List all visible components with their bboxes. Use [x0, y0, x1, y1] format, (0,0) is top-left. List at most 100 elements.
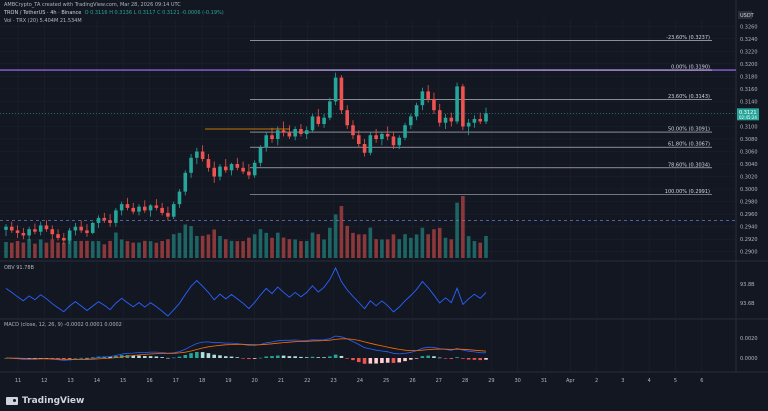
macd-histogram-bar — [432, 356, 436, 358]
macd-histogram-bar — [409, 358, 413, 360]
macd-histogram-bar — [304, 357, 309, 358]
candle-body — [137, 206, 141, 212]
currency-label: USDT — [740, 13, 755, 19]
volume-bar — [351, 232, 355, 258]
price-tick-label: 0.3240 — [740, 37, 758, 43]
macd-histogram-bar — [270, 356, 274, 358]
last-price-tag — [737, 108, 759, 121]
time-tick-label: 20 — [252, 378, 258, 384]
ohlc-values: O 0.3116 H 0.3136 L 0.3117 C 0.3121 -0.0… — [84, 10, 224, 16]
macd-histogram-bar — [276, 355, 280, 358]
volume-bar — [397, 239, 402, 258]
time-tick-label: 16 — [146, 378, 152, 384]
time-tick-label: 14 — [94, 378, 100, 384]
volume-bar — [270, 237, 274, 258]
time-tick-label: 4 — [648, 378, 651, 384]
last-price-label: 0.3121 — [739, 110, 757, 116]
volume-bar — [258, 229, 263, 258]
volume-bar — [229, 240, 234, 258]
macd-histogram-bar — [403, 358, 407, 362]
macd-histogram-bar — [229, 356, 234, 358]
time-tick-label: 21 — [278, 378, 284, 384]
volume-bar — [125, 241, 130, 258]
candle-body — [108, 220, 112, 223]
time-tick-label: 29 — [488, 378, 494, 384]
candle-body — [461, 86, 465, 127]
volume-bar — [218, 236, 222, 258]
price-tick-label: 0.3220 — [740, 49, 758, 55]
candle-body — [304, 130, 309, 134]
macd-histogram-bar — [426, 355, 430, 358]
currency-badge — [738, 11, 752, 19]
volume-bar — [131, 242, 136, 258]
volume-bar — [62, 242, 66, 258]
volume-bar — [4, 241, 8, 258]
volume-bar — [171, 234, 176, 258]
macd-histogram-bar — [137, 355, 141, 358]
volume-bar — [461, 196, 465, 258]
macd-histogram-bar — [397, 358, 402, 363]
macd-histogram-bar — [183, 355, 188, 358]
time-tick-label: 26 — [409, 378, 415, 384]
volume-bar — [102, 244, 107, 258]
fib-level-label: 23.60% (0.3143) — [668, 94, 710, 100]
candle-body — [484, 113, 488, 122]
symbol-line: TRON / TetherUS · 4h · Binance O 0.3116 … — [4, 10, 224, 16]
candle-body — [154, 205, 159, 208]
macd-histogram-bar — [143, 356, 147, 358]
volume-bar — [166, 239, 170, 258]
volume-bar — [73, 240, 78, 258]
volume-bar — [443, 237, 448, 258]
price-tick-label: 0.3060 — [740, 150, 758, 156]
candle-body — [264, 135, 269, 148]
tradingview-brand[interactable]: TradingView — [6, 396, 84, 406]
volume-bar — [484, 235, 488, 258]
macd-histogram-bar — [166, 357, 170, 359]
volume-bar — [154, 242, 159, 258]
candle-body — [345, 110, 349, 126]
volume-bar — [281, 237, 286, 258]
macd-histogram-bar — [114, 355, 118, 358]
candle-body — [229, 164, 234, 171]
candle-body — [212, 167, 216, 177]
candle-body — [322, 117, 326, 124]
candle-body — [443, 117, 448, 123]
volume-bar — [212, 229, 216, 258]
candle-body — [183, 172, 188, 192]
macd-histogram-bar — [212, 354, 216, 358]
symbol-title[interactable]: TRON / TetherUS · 4h · Binance — [4, 10, 82, 16]
macd-histogram-bar — [484, 358, 488, 360]
macd-histogram-bar — [235, 357, 240, 358]
macd-histogram-bar — [356, 358, 361, 363]
macd-histogram-bar — [264, 356, 269, 358]
candle-body — [270, 135, 274, 139]
price-tick-label: 0.2980 — [740, 200, 758, 206]
macd-histogram-bar — [200, 352, 205, 358]
macd-histogram-bar — [247, 358, 251, 359]
volume-bar — [455, 202, 459, 258]
volume-bar — [391, 234, 396, 258]
candle-body — [247, 171, 251, 176]
candle-body — [235, 164, 240, 168]
time-tick-label: 25 — [383, 378, 389, 384]
volume-bar — [403, 234, 407, 258]
time-tick-label: 24 — [357, 378, 363, 384]
macd-histogram-bar — [241, 358, 245, 359]
candle-body — [4, 226, 8, 230]
signal-line — [5, 338, 487, 360]
time-tick-label: 5 — [674, 378, 677, 384]
candle-body — [466, 122, 471, 127]
macd-histogram-bar — [189, 353, 193, 358]
volume-bar — [287, 239, 292, 258]
volume-bar — [368, 227, 373, 258]
candle-body — [56, 234, 60, 238]
macd-histogram-bar — [67, 358, 72, 359]
volume-bar — [316, 234, 321, 258]
macd-histogram-bar — [385, 358, 390, 363]
candle-body — [9, 226, 14, 231]
macd-histogram-bar — [466, 358, 471, 360]
volume-bar — [333, 214, 338, 258]
macd-histogram-bar — [455, 357, 459, 358]
candle-body — [67, 230, 72, 241]
